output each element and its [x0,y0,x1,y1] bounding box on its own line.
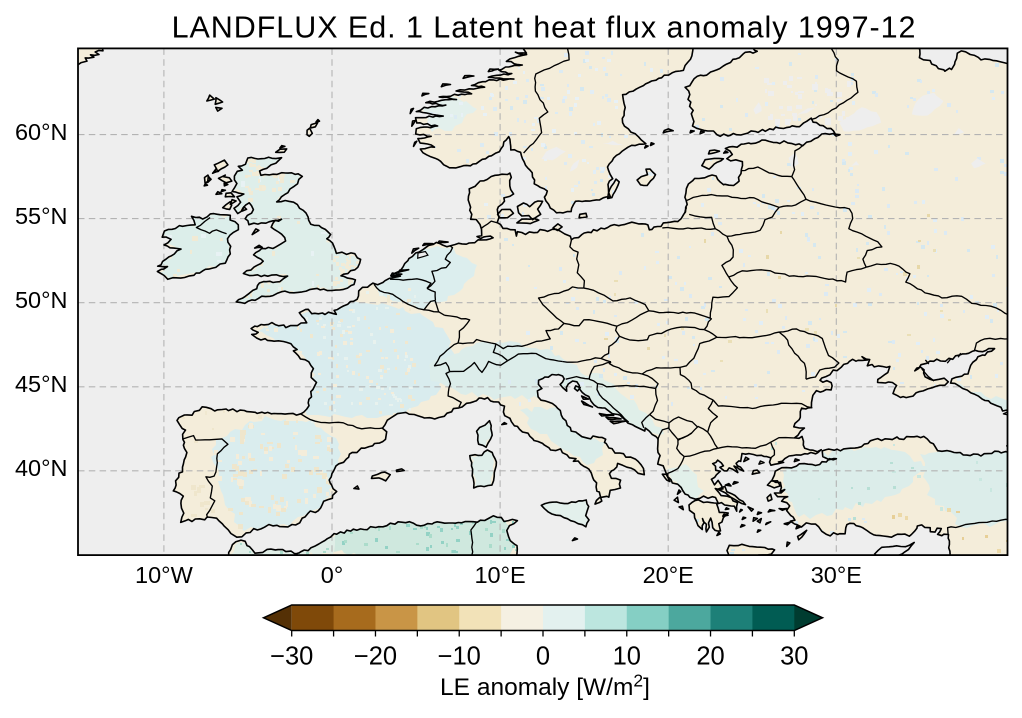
svg-text:60°N: 60°N [15,119,68,145]
svg-text:40°N: 40°N [15,455,68,481]
svg-text:0: 0 [536,643,550,671]
svg-text:20°E: 20°E [643,562,694,588]
svg-text:−10: −10 [438,643,481,671]
svg-text:30: 30 [780,643,808,671]
svg-text:10°W: 10°W [135,562,194,588]
svg-text:0°: 0° [321,562,343,588]
svg-text:10: 10 [613,643,641,671]
svg-text:−20: −20 [354,643,397,671]
svg-text:30°E: 30°E [811,562,862,588]
svg-text:LANDFLUX Ed. 1 Latent heat flu: LANDFLUX Ed. 1 Latent heat flux anomaly … [172,11,917,45]
svg-text:LE anomaly [W/m2]: LE anomaly [W/m2] [440,671,650,702]
svg-text:−30: −30 [270,643,313,671]
svg-text:20: 20 [696,643,724,671]
svg-text:55°N: 55°N [15,203,68,229]
svg-text:45°N: 45°N [15,371,68,397]
svg-text:10°E: 10°E [474,562,525,588]
svg-text:50°N: 50°N [15,287,68,313]
